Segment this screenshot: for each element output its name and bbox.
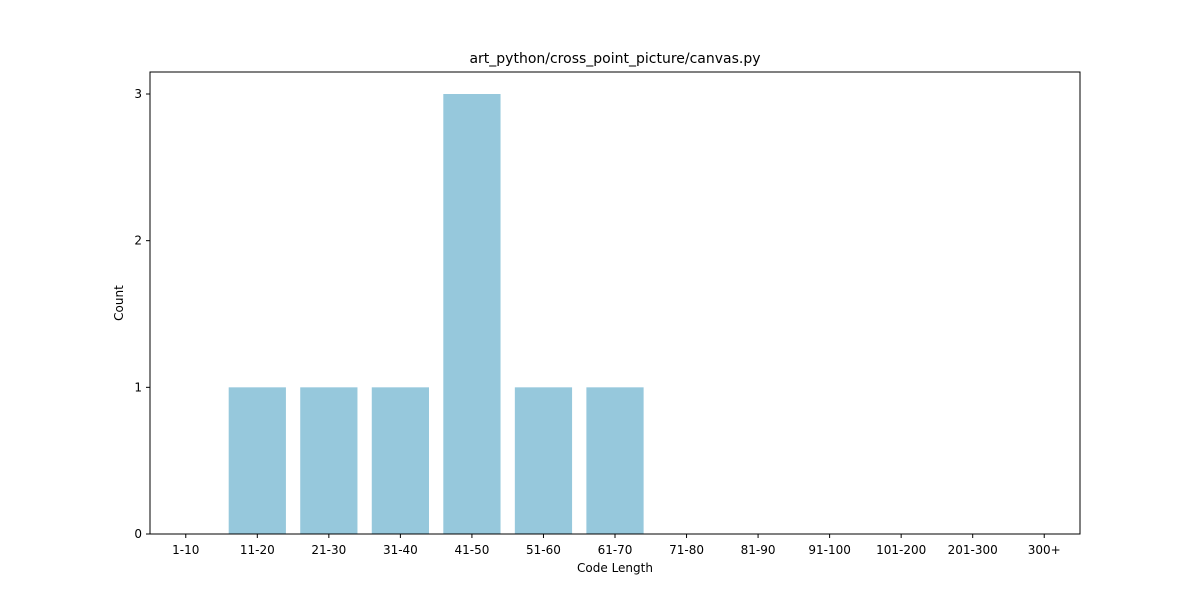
- x-tick-label: 201-300: [948, 543, 998, 557]
- x-tick-label: 1-10: [172, 543, 199, 557]
- x-axis: 1-10 11-20 21-30 31-40 41-50 51-60 61-70 71-80 8…: [172, 534, 1061, 557]
- bars-layer: [228, 94, 644, 534]
- x-axis-label: Code Length: [577, 561, 653, 575]
- bar-61-70: [586, 387, 644, 534]
- chart-title: art_python/cross_point_picture/canvas.py: [469, 51, 760, 67]
- x-tick-label: 21-30: [311, 543, 346, 557]
- x-tick-label: 71-80: [669, 543, 704, 557]
- x-tick-label: 101-200: [876, 543, 926, 557]
- bar-41-50: [443, 94, 501, 534]
- y-tick-label: 1: [134, 380, 142, 394]
- x-tick-label: 61-70: [598, 543, 633, 557]
- y-axis-label: Count: [112, 285, 126, 321]
- y-tick-label: 3: [134, 87, 142, 101]
- x-tick-label: 81-90: [741, 543, 776, 557]
- x-tick-label: 11-20: [240, 543, 275, 557]
- plot-frame: [149, 71, 1081, 535]
- y-axis: 0 1 2 3: [134, 87, 150, 541]
- y-tick-label: 0: [134, 527, 142, 541]
- x-tick-label: 300+: [1028, 543, 1061, 557]
- x-tick-label: 51-60: [526, 543, 561, 557]
- x-tick-label: 91-100: [808, 543, 851, 557]
- bar-51-60: [514, 387, 573, 534]
- x-tick-label: 41-50: [454, 543, 489, 557]
- y-tick-label: 2: [134, 234, 142, 248]
- bar-11-20: [228, 387, 286, 534]
- bar-21-30: [300, 387, 358, 534]
- bar-31-40: [371, 387, 429, 534]
- x-tick-label: 31-40: [383, 543, 418, 557]
